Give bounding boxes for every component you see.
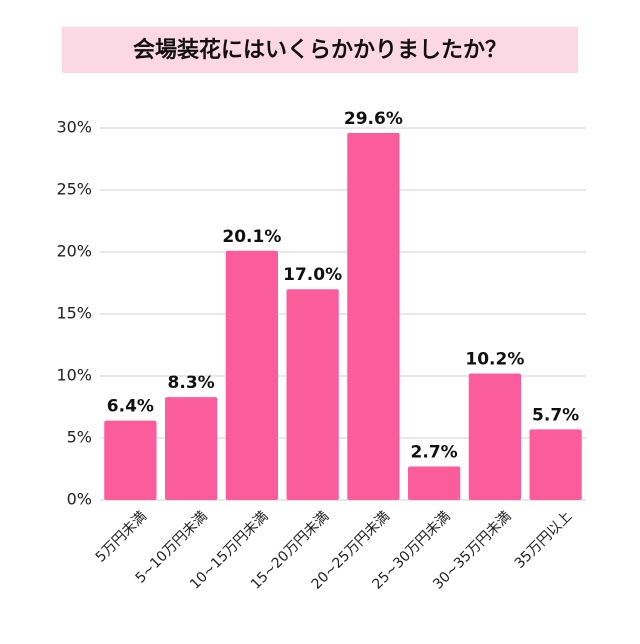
value-label: 5.7% <box>532 405 579 425</box>
bar <box>408 466 461 500</box>
bar <box>468 373 521 500</box>
chart-title: 会場装花にはいくらかかりましたか？ <box>133 37 507 63</box>
value-label: 29.6% <box>344 109 403 129</box>
value-label: 2.7% <box>411 443 458 463</box>
bar <box>286 289 339 500</box>
value-label: 6.4% <box>107 397 154 417</box>
y-tick-label: 5% <box>67 428 92 447</box>
bar <box>104 420 157 500</box>
title-box <box>62 27 578 73</box>
y-tick-label: 15% <box>56 304 92 323</box>
value-label: 17.0% <box>283 265 342 285</box>
bar <box>529 429 582 500</box>
bar <box>347 132 400 500</box>
bar <box>165 397 218 500</box>
bar <box>225 250 278 500</box>
y-tick-label: 25% <box>56 180 92 199</box>
value-label: 10.2% <box>465 350 524 370</box>
y-tick-label: 0% <box>67 490 92 509</box>
value-label: 20.1% <box>222 227 281 247</box>
x-tick-label: 35万円以上 <box>512 508 576 572</box>
value-label: 8.3% <box>168 373 215 393</box>
y-tick-label: 30% <box>56 118 92 137</box>
y-tick-label: 20% <box>56 242 92 261</box>
x-tick-label: 5万円未満 <box>93 508 150 565</box>
y-tick-label: 10% <box>56 366 92 385</box>
